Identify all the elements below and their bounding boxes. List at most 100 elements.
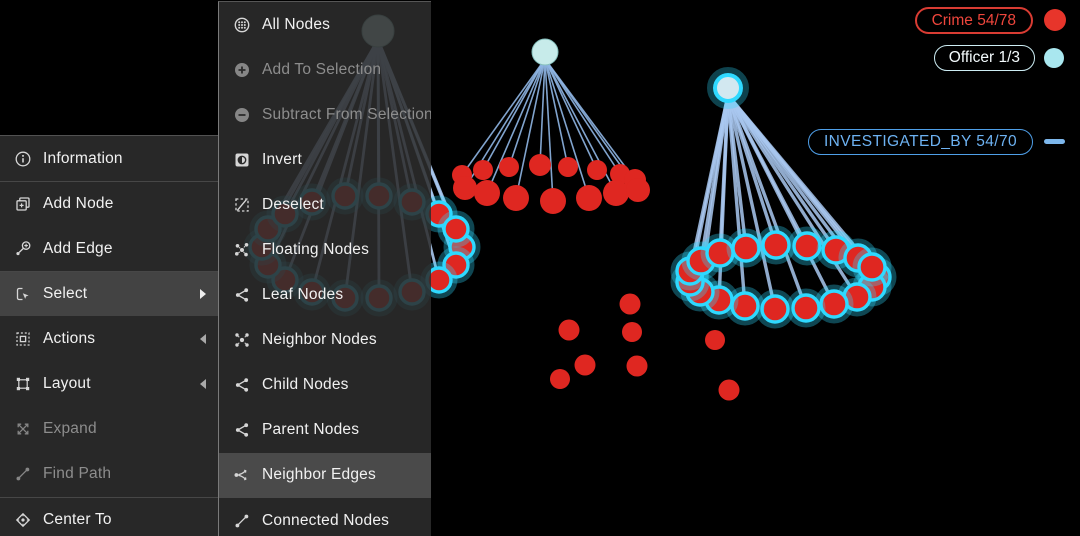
- investigated-by-edge[interactable]: [539, 59, 546, 166]
- legend-pill-officer[interactable]: Officer 1/3: [933, 45, 1035, 71]
- submenu-item-parent-nodes[interactable]: Parent Nodes: [219, 408, 431, 453]
- menu-item-label: Find Path: [43, 465, 112, 483]
- submenu-item-label: Subtract From Selection: [262, 105, 431, 123]
- crime-node[interactable]: [499, 157, 519, 177]
- investigated-by-edge[interactable]: [726, 94, 778, 246]
- crime-node[interactable]: [574, 354, 596, 376]
- submenu-item-add-to-selection: Add To Selection: [219, 47, 431, 92]
- find-path-icon: [13, 465, 32, 484]
- investigated-by-edge-swatch[interactable]: [1044, 139, 1065, 144]
- crime-node[interactable]: [453, 176, 477, 200]
- crime-node[interactable]: [558, 157, 578, 177]
- crime-node[interactable]: [550, 369, 570, 389]
- legend-label-crime: Crime 54/78: [931, 11, 1016, 29]
- investigated-by-edge[interactable]: [515, 58, 546, 199]
- edge-bundle-right-cone: [688, 94, 879, 310]
- menu-item-layout[interactable]: Layout: [0, 361, 218, 406]
- info-icon: [13, 149, 32, 168]
- crime-node[interactable]: [626, 355, 648, 377]
- crime-node-glow: [437, 246, 475, 284]
- menu-item-add-node[interactable]: Add Node: [0, 181, 218, 226]
- crime-node[interactable]: [473, 160, 493, 180]
- select-icon: [13, 285, 32, 304]
- crime-node[interactable]: [474, 180, 500, 206]
- submenu-item-neighbor-edges[interactable]: Neighbor Edges: [219, 452, 431, 499]
- crime-node-swatch[interactable]: [1044, 9, 1066, 31]
- crime-node[interactable]: [442, 251, 470, 279]
- crime-node[interactable]: [619, 293, 641, 315]
- investigated-by-edge[interactable]: [699, 94, 730, 262]
- submenu-item-label: Deselect: [262, 195, 324, 213]
- submenu-item-invert[interactable]: Invert: [219, 137, 431, 182]
- crime-node[interactable]: [576, 185, 602, 211]
- submenu-item-all-nodes[interactable]: All Nodes: [219, 2, 431, 47]
- officer-node[interactable]: [531, 38, 559, 66]
- crime-node[interactable]: [529, 154, 551, 176]
- neighbor-nodes-icon: [232, 331, 251, 350]
- investigated-by-edge[interactable]: [544, 59, 554, 202]
- officer-node[interactable]: [713, 73, 743, 103]
- investigated-by-edge[interactable]: [718, 95, 730, 254]
- investigated-by-edge[interactable]: [544, 58, 569, 168]
- investigated-by-edge[interactable]: [726, 94, 838, 251]
- menu-item-information[interactable]: Information: [0, 136, 218, 181]
- submenu-item-neighbor-nodes[interactable]: Neighbor Nodes: [219, 318, 431, 363]
- crime-node[interactable]: [792, 231, 822, 261]
- crime-node[interactable]: [731, 233, 761, 263]
- crime-node[interactable]: [622, 322, 642, 342]
- investigated-by-edge[interactable]: [726, 94, 874, 269]
- investigated-by-edge[interactable]: [726, 94, 809, 247]
- legend-pill-crime[interactable]: Crime 54/78: [914, 7, 1033, 34]
- submenu-open-arrow-icon: [200, 289, 206, 300]
- edge-bundle-middle-cone: [461, 58, 639, 202]
- layout-icon: [13, 375, 32, 394]
- menu-item-label: Layout: [43, 375, 91, 393]
- investigated-by-edge[interactable]: [486, 58, 546, 194]
- investigated-by-edge[interactable]: [461, 58, 546, 176]
- submenu-item-label: Connected Nodes: [262, 511, 390, 529]
- neighbor-edges-icon: [232, 466, 251, 485]
- submenu-item-connected-nodes[interactable]: Connected Nodes: [219, 498, 431, 536]
- submenu-open-arrow-icon: [200, 379, 206, 390]
- legend-pill-investigated-by[interactable]: INVESTIGATED_BY 54/70: [807, 129, 1033, 155]
- subtract-from-selection-icon: [232, 105, 251, 124]
- crime-node[interactable]: [718, 379, 740, 401]
- crime-node[interactable]: [626, 178, 650, 202]
- investigated-by-edge[interactable]: [726, 94, 777, 310]
- menu-item-label: Expand: [43, 420, 97, 438]
- investigated-by-edge[interactable]: [508, 58, 546, 168]
- menu-item-add-edge[interactable]: Add Edge: [0, 226, 218, 271]
- officer-node-swatch[interactable]: [1044, 48, 1064, 68]
- investigated-by-edge[interactable]: [726, 94, 748, 249]
- investigated-by-edge[interactable]: [482, 58, 546, 171]
- crime-node[interactable]: [540, 188, 566, 214]
- crime-node[interactable]: [857, 252, 887, 282]
- crime-node[interactable]: [819, 289, 849, 319]
- connected-nodes-icon: [232, 511, 251, 530]
- actions-icon: [13, 329, 32, 348]
- crime-node[interactable]: [558, 319, 580, 341]
- crime-node[interactable]: [442, 215, 470, 243]
- submenu-item-floating-nodes[interactable]: Floating Nodes: [219, 227, 431, 272]
- floating-nodes-icon: [232, 241, 251, 260]
- crime-node[interactable]: [705, 330, 725, 350]
- crime-node[interactable]: [760, 294, 790, 324]
- investigated-by-edge[interactable]: [544, 58, 621, 175]
- menu-item-center-to[interactable]: Center To: [0, 496, 218, 536]
- menu-item-select[interactable]: Select: [0, 271, 218, 317]
- menu-item-actions[interactable]: Actions: [0, 316, 218, 361]
- investigated-by-edge[interactable]: [544, 58, 598, 171]
- crime-node[interactable]: [603, 180, 629, 206]
- crime-node[interactable]: [587, 160, 607, 180]
- submenu-item-label: Child Nodes: [262, 376, 349, 394]
- submenu-item-deselect[interactable]: Deselect: [219, 182, 431, 227]
- crime-node[interactable]: [503, 185, 529, 211]
- crime-node[interactable]: [791, 293, 821, 323]
- crime-node[interactable]: [761, 230, 791, 260]
- expand-icon: [13, 420, 32, 439]
- submenu-item-label: Leaf Nodes: [262, 286, 344, 304]
- submenu-item-leaf-nodes[interactable]: Leaf Nodes: [219, 273, 431, 318]
- submenu-item-child-nodes[interactable]: Child Nodes: [219, 363, 431, 408]
- investigated-by-edge[interactable]: [544, 58, 590, 199]
